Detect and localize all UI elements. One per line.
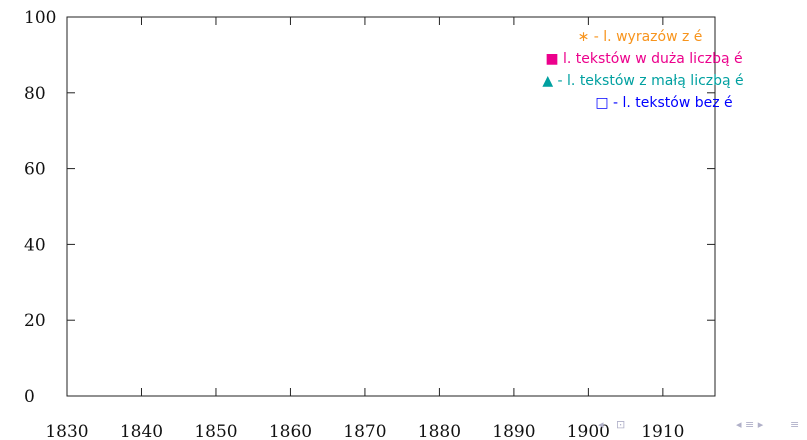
- plot-frame: [66, 16, 716, 397]
- x-tick-label: 1910: [641, 422, 684, 440]
- right-arrow-icon[interactable]: ◂ ≡ ▸: [736, 418, 764, 431]
- x-axis-ticks: 1830 1840 1850 1860 1870 1880 1890 1900 1910: [45, 17, 684, 440]
- legend-entry: □ - l. tekstów bez é: [595, 95, 732, 111]
- legend: ∗ - l. wyrazów z é ■ l. tekstów w duża li…: [542, 29, 743, 111]
- y-tick-label: 20: [24, 311, 46, 331]
- y-axis-ticks: 0 20 40 60 80 100: [24, 8, 715, 407]
- x-tick-label: 1840: [120, 422, 163, 440]
- left-arrow-icon[interactable]: ◂: [598, 418, 604, 431]
- y-tick-label: 40: [24, 235, 46, 255]
- x-tick-label: 1890: [492, 422, 535, 440]
- frame-icon[interactable]: ⊡: [616, 418, 626, 431]
- y-tick-label: 60: [24, 160, 46, 180]
- x-tick-label: 1830: [45, 422, 88, 440]
- y-tick-label: 0: [24, 387, 35, 407]
- x-tick-label: 1850: [194, 422, 237, 440]
- legend-entry: ∗ - l. wyrazów z é: [578, 29, 703, 45]
- x-tick-label: 1900: [567, 422, 610, 440]
- x-tick-label: 1880: [418, 422, 461, 440]
- x-tick-label: 1860: [269, 422, 312, 440]
- y-tick-label: 100: [24, 8, 56, 28]
- x-tick-label: 1870: [343, 422, 386, 440]
- legend-entry: ■ l. tekstów w duża liczbą é: [545, 51, 742, 67]
- menu-icon[interactable]: ≡: [790, 418, 800, 431]
- legend-entry: ▲ - l. tekstów z małą liczbą é: [542, 73, 743, 89]
- y-tick-label: 80: [24, 84, 46, 104]
